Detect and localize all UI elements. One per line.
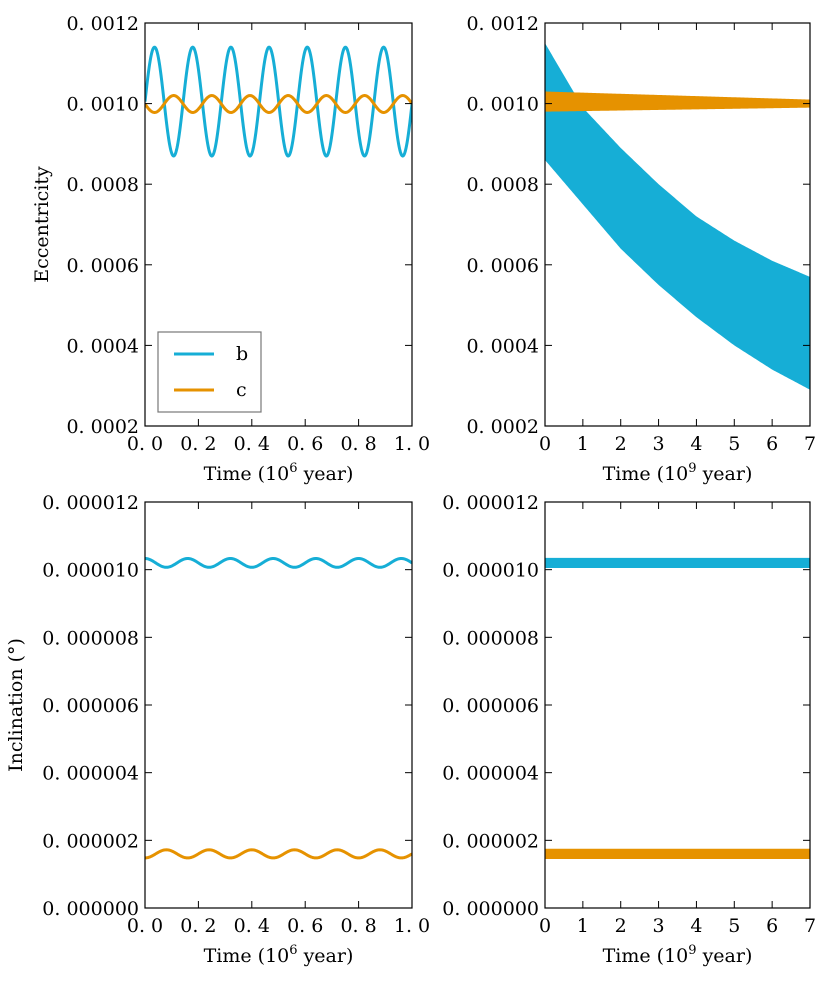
x-tick-label: 6 — [766, 915, 778, 937]
x-axis-label-exponent: 9 — [688, 461, 696, 476]
x-tick-label: 0. 4 — [234, 915, 270, 937]
x-tick-label: 0. 8 — [340, 915, 376, 937]
x-tick-label: 7 — [804, 915, 816, 937]
x-tick-label: 3 — [653, 915, 665, 937]
y-tick-label: 0. 0008 — [66, 174, 139, 196]
y-tick-label: 0. 0002 — [66, 416, 139, 438]
y-tick-label: 0. 000004 — [442, 763, 539, 785]
panel-eccentricity-short: 0. 0 0. 2 0. 4 0. 6 0. 8 1. 0 0. 0002 0. 0004 0.… — [31, 13, 430, 485]
x-axis-label-part: Time (10 — [204, 945, 290, 967]
y-tick-label: 0. 000006 — [442, 695, 539, 717]
y-tick-label: 0. 0002 — [466, 416, 539, 438]
x-tick-label: 0 — [539, 433, 551, 455]
y-tick-label: 0. 000002 — [42, 830, 139, 852]
x-tick-label: 0. 0 — [127, 433, 163, 455]
y-tick-label: 0. 000002 — [442, 830, 539, 852]
series-band-c — [545, 848, 810, 859]
x-axis-label: Time (109 year) — [603, 461, 753, 485]
x-axis-label-part: year) — [298, 945, 354, 967]
x-axis-label-exponent: 6 — [289, 461, 297, 476]
plot-area — [545, 557, 810, 859]
plot-frame — [544, 22, 811, 427]
series-band-b — [545, 557, 810, 568]
x-tick-label: 0 — [539, 915, 551, 937]
x-tick-label: 0. 4 — [234, 433, 270, 455]
y-axis-label: Inclination (°) — [5, 638, 27, 772]
plot-area — [545, 43, 810, 390]
x-tick-label: 1. 0 — [394, 915, 430, 937]
y-tick-label: 0. 000010 — [42, 560, 139, 582]
y-tick-label: 0. 000008 — [442, 627, 539, 649]
legend-label-b: b — [236, 343, 248, 365]
x-axis-label-part: Time (10 — [603, 945, 689, 967]
y-tick-label: 0. 000000 — [442, 898, 539, 920]
x-tick-label: 3 — [653, 433, 665, 455]
x-tick-label: 0. 0 — [127, 915, 163, 937]
x-tick-label: 2 — [615, 433, 627, 455]
y-tick-label: 0. 000004 — [42, 763, 139, 785]
x-tick-label: 4 — [690, 433, 702, 455]
legend-box — [157, 331, 262, 413]
series-line-b — [145, 556, 412, 569]
y-tick-label: 0. 000012 — [42, 492, 139, 514]
x-axis-label: Time (109 year) — [603, 943, 753, 967]
x-axis-label-exponent: 9 — [688, 943, 696, 958]
y-tick-label: 0. 0012 — [66, 13, 139, 35]
y-tick-label: 0. 0010 — [466, 94, 539, 116]
x-tick-label: 7 — [804, 433, 816, 455]
x-axis-label-part: Time (10 — [603, 463, 689, 485]
x-axis-label-exponent: 6 — [289, 943, 297, 958]
plot-frame — [144, 22, 413, 427]
x-tick-label: 5 — [728, 433, 740, 455]
x-axis-label: Time (106 year) — [204, 943, 354, 967]
x-axis-label: Time (106 year) — [204, 461, 354, 485]
y-tick-label: 0. 0008 — [466, 174, 539, 196]
x-tick-label: 1. 0 — [394, 433, 430, 455]
y-tick-label: 0. 0006 — [466, 255, 539, 277]
x-tick-label: 1 — [577, 915, 589, 937]
y-tick-label: 0. 000012 — [442, 492, 539, 514]
y-tick-label: 0. 0012 — [466, 13, 539, 35]
x-tick-label: 5 — [728, 915, 740, 937]
y-tick-label: 0. 000006 — [42, 695, 139, 717]
x-axis-label-part: Time (10 — [204, 463, 290, 485]
series-line-b — [145, 45, 412, 158]
series-band-c — [545, 91, 810, 112]
x-axis-label-part: year) — [298, 463, 354, 485]
x-tick-label: 0. 8 — [340, 433, 376, 455]
y-tick-label: 0. 0006 — [66, 255, 139, 277]
x-tick-label: 1 — [577, 433, 589, 455]
panel-inclination-short: 0. 0 0. 2 0. 4 0. 6 0. 8 1. 0 0. 000000 0. 0000… — [5, 492, 430, 967]
x-tick-label: 0. 2 — [180, 433, 216, 455]
series-band-b — [545, 43, 810, 390]
legend-label-c: c — [236, 379, 247, 401]
panel-inclination-long: 0 1 2 3 4 5 6 7 0. 000000 0. 000002 0. 000004 0. 00… — [442, 492, 816, 967]
plot-area — [145, 556, 412, 860]
x-tick-label: 2 — [615, 915, 627, 937]
y-tick-label: 0. 000010 — [442, 560, 539, 582]
y-tick-label: 0. 0004 — [466, 335, 539, 357]
y-tick-label: 0. 0010 — [66, 94, 139, 116]
plot-area — [145, 45, 412, 158]
x-tick-label: 6 — [766, 433, 778, 455]
x-tick-label: 0. 6 — [287, 433, 323, 455]
x-tick-label: 4 — [690, 915, 702, 937]
series-line-c — [145, 94, 412, 114]
x-axis-label-part: year) — [697, 945, 753, 967]
y-axis-label: Eccentricity — [31, 166, 53, 283]
x-axis-label-part: year) — [697, 463, 753, 485]
y-tick-label: 0. 000008 — [42, 627, 139, 649]
y-tick-label: 0. 0004 — [66, 335, 139, 357]
series-line-c — [145, 848, 412, 860]
y-tick-label: 0. 000000 — [42, 898, 139, 920]
panel-eccentricity-long: 0 1 2 3 4 5 6 7 0. 0002 0. 0004 0. 0006 0. 0008 0. 0… — [466, 13, 816, 485]
x-tick-label: 0. 6 — [287, 915, 323, 937]
x-tick-label: 0. 2 — [180, 915, 216, 937]
